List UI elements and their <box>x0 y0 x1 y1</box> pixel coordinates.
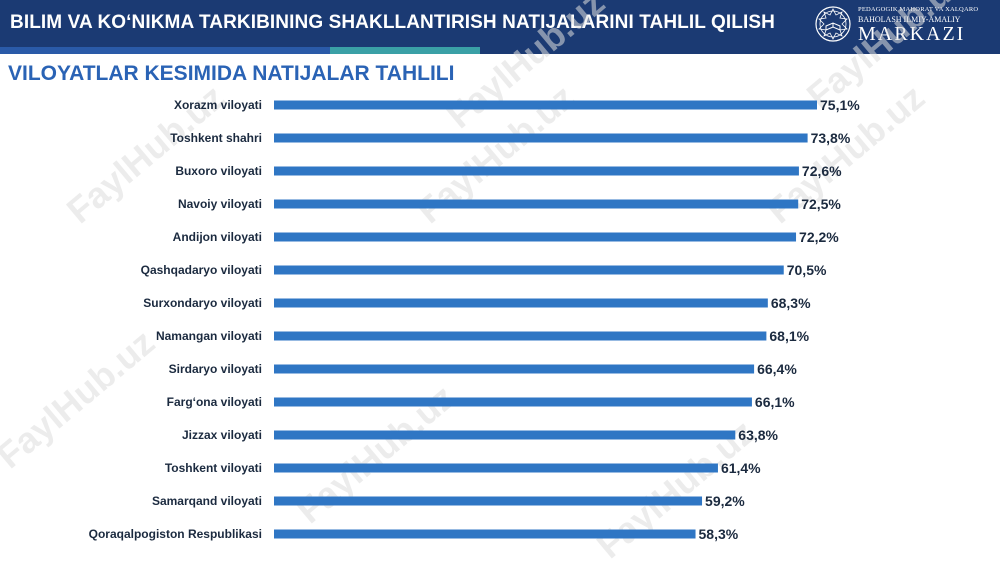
data-label: 72,6% <box>802 163 842 179</box>
bar <box>274 529 696 539</box>
watermark-text: FaylHub.uz <box>0 321 162 476</box>
category-label: Samarqand viloyati <box>152 494 262 508</box>
bar <box>274 496 703 506</box>
category-label: Surxondaryo viloyati <box>143 296 262 310</box>
header-stripe-blue <box>0 47 330 54</box>
logo-text-middle: BAHOLASH ILMIY-AMALIY <box>858 15 961 24</box>
bar <box>274 232 797 242</box>
category-label: Qashqadaryo viloyati <box>141 263 262 277</box>
bar <box>274 463 718 473</box>
bar <box>274 298 768 308</box>
category-label: Namangan viloyati <box>156 329 262 343</box>
emblem-icon <box>815 6 851 42</box>
category-label: Jizzax viloyati <box>182 428 262 442</box>
bar <box>274 133 808 143</box>
data-label: 72,2% <box>799 229 839 245</box>
data-label: 58,3% <box>699 526 739 542</box>
bar <box>274 331 767 341</box>
data-label: 68,1% <box>769 328 809 344</box>
category-label: Sirdaryo viloyati <box>169 362 262 376</box>
category-label: Andijon viloyati <box>173 230 262 244</box>
header-bar: BILIM VA KO‘NIKMA TARKIBINING SHAKLLANTI… <box>0 0 1000 47</box>
logo-text-top: PEDAGOGIK MAHORAT VA XALQARO <box>858 6 979 13</box>
bar <box>274 364 755 374</box>
category-label: Buxoro viloyati <box>175 164 262 178</box>
header-stripe-teal <box>330 47 480 54</box>
data-label: 66,1% <box>755 394 795 410</box>
data-label: 66,4% <box>757 361 797 377</box>
data-label: 75,1% <box>820 97 860 113</box>
category-label: Qoraqalpogiston Respublikasi <box>89 527 262 541</box>
chart-subtitle: VILOYATLAR KESIMIDA NATIJALAR TAHLILI <box>8 62 455 85</box>
data-label: 61,4% <box>721 460 761 476</box>
watermark-layer: FaylHub.uz FaylHub.uz FaylHub.uzFaylHub.uz… <box>0 0 972 562</box>
data-label: 63,8% <box>738 427 778 443</box>
data-label: 72,5% <box>801 196 841 212</box>
page-title: BILIM VA KO‘NIKMA TARKIBINING SHAKLLANTI… <box>10 12 775 33</box>
data-label: 73,8% <box>811 130 851 146</box>
logo-text-main: MARKAZI <box>858 23 966 45</box>
category-label: Toshkent shahri <box>170 131 262 145</box>
bars-layer: Xorazm viloyati 75,1% Toshkent shahri 73,8%… <box>89 97 861 542</box>
category-label: Navoiy viloyati <box>178 197 262 211</box>
logo: PEDAGOGIK MAHORAT VA XALQARO BAHOLASH IL… <box>812 3 996 45</box>
data-label: 59,2% <box>705 493 745 509</box>
bar <box>274 430 736 440</box>
bar <box>274 100 817 110</box>
category-label: Toshkent viloyati <box>165 461 262 475</box>
bar <box>274 199 799 209</box>
data-label: 68,3% <box>771 295 811 311</box>
bar <box>274 397 752 407</box>
category-label: Farg‘ona viloyati <box>167 395 262 409</box>
header-stripe-navy <box>480 47 1000 54</box>
bar <box>274 265 784 275</box>
data-label: 70,5% <box>787 262 827 278</box>
bar <box>274 166 799 176</box>
category-label: Xorazm viloyati <box>174 98 262 112</box>
